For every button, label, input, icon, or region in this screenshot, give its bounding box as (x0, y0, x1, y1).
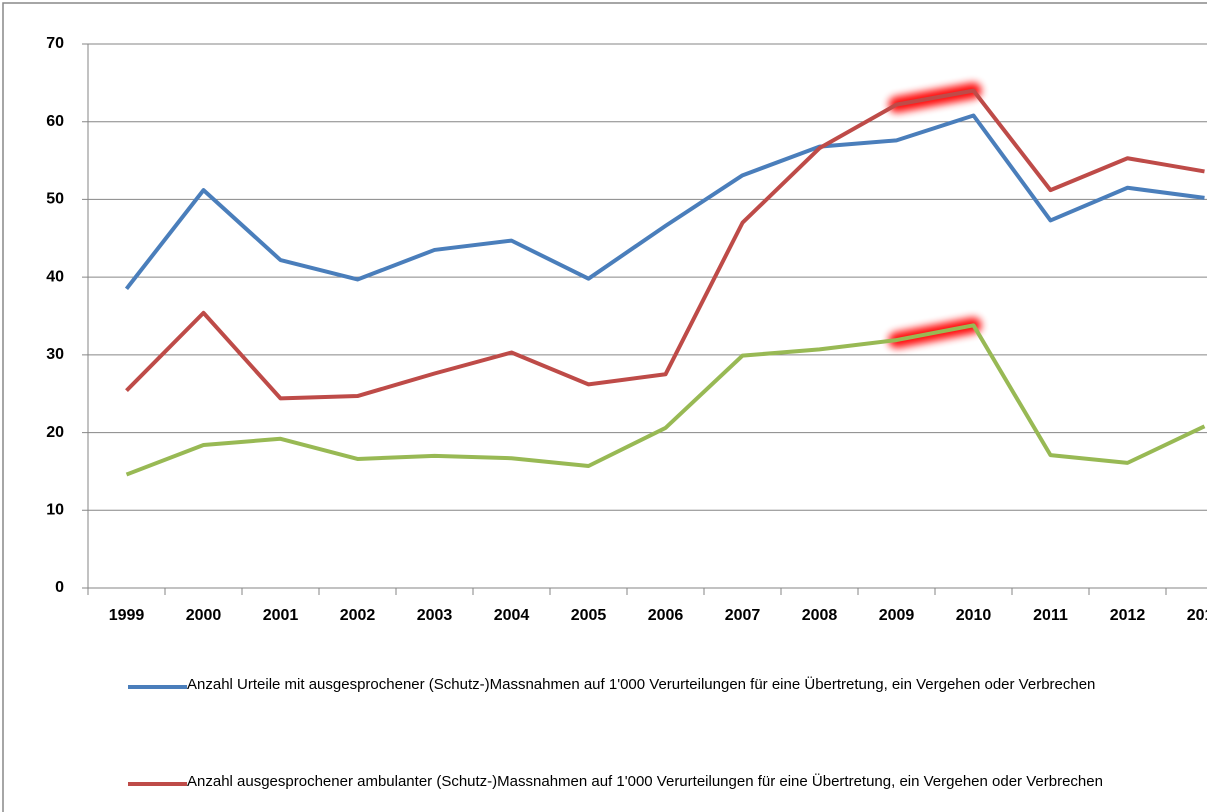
legend-label: Anzahl ausgesprochener ambulanter (Schut… (187, 773, 1103, 790)
series-line (124, 113, 1205, 291)
y-tick-label: 30 (46, 346, 64, 363)
x-tick-label: 2004 (494, 607, 530, 624)
y-tick-label: 50 (46, 191, 64, 208)
y-tick-label: 20 (46, 424, 64, 441)
x-tick-label: 2005 (571, 607, 607, 624)
y-tick-label: 70 (46, 35, 64, 52)
x-tick-label: 2002 (340, 607, 376, 624)
x-tick-label: 2003 (417, 607, 453, 624)
x-tick-label: 2010 (956, 607, 992, 624)
x-tick-label: 2012 (1110, 607, 1146, 624)
x-tick-label: 2007 (725, 607, 761, 624)
x-tick-label: 1999 (109, 607, 145, 624)
y-tick-label: 40 (46, 268, 64, 285)
x-tick-label: 2008 (802, 607, 838, 624)
series-line (125, 88, 1205, 401)
y-tick-label: 0 (55, 579, 64, 596)
x-tick-label: 2001 (263, 607, 299, 624)
legend-label: Anzahl Urteile mit ausgesprochener (Schu… (187, 676, 1096, 693)
x-tick-label: 2000 (186, 607, 222, 624)
x-tick-label: 2009 (879, 607, 915, 624)
y-tick-label: 10 (46, 502, 64, 519)
y-tick-label: 60 (46, 113, 64, 130)
x-tick-label: 2013 (1187, 607, 1207, 624)
x-tick-label: 2011 (1033, 607, 1068, 624)
series-line (125, 323, 1206, 477)
x-tick-label: 2006 (648, 607, 684, 624)
